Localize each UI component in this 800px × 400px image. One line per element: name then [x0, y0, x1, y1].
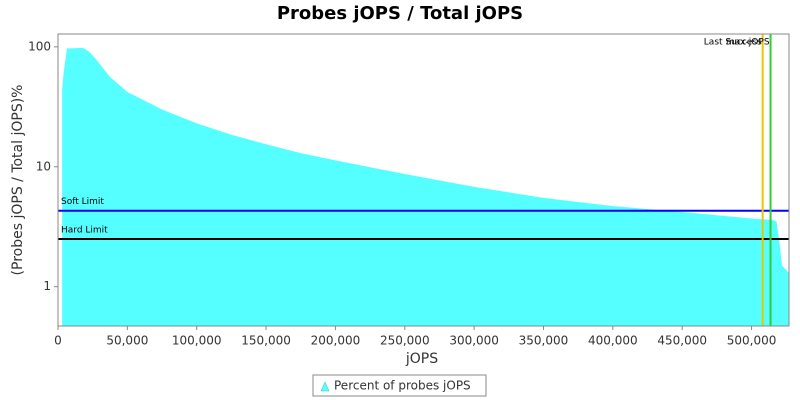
- x-tick-label: 200,000: [311, 334, 361, 348]
- x-tick-label: 500,000: [727, 334, 777, 348]
- legend-symbol: [320, 381, 330, 392]
- y-tick-label: 100: [28, 39, 51, 53]
- y-tick-label: 1: [43, 279, 51, 293]
- area: [62, 47, 789, 327]
- x-tick-label: 50,000: [106, 334, 148, 348]
- legend-label: Percent of probes jOPS: [334, 379, 471, 393]
- plot-border: [57, 33, 790, 327]
- reference-label: Hard Limit: [61, 225, 108, 235]
- x-tick-label: 150,000: [241, 334, 291, 348]
- x-tick-label: 100,000: [172, 334, 222, 348]
- reference-label: Soft Limit: [61, 197, 104, 207]
- y-axis-title: (Probes jOPS / Total jOPS)%: [10, 85, 26, 276]
- x-axis-title: jOPS: [405, 351, 438, 367]
- y-tick-label: 10: [36, 159, 51, 173]
- x-tick-label: 0: [54, 334, 62, 348]
- x-tick-label: 450,000: [657, 334, 707, 348]
- x-tick-label: 350,000: [519, 334, 569, 348]
- legend-box: [312, 374, 487, 397]
- marker-label: max-jOPS: [726, 38, 770, 48]
- chart-title: Probes jOPS / Total jOPS: [277, 3, 523, 24]
- x-tick-label: 400,000: [588, 334, 638, 348]
- marker-label: Last Success: [704, 38, 762, 48]
- x-tick-label: 300,000: [449, 334, 499, 348]
- x-tick-label: 250,000: [380, 334, 430, 348]
